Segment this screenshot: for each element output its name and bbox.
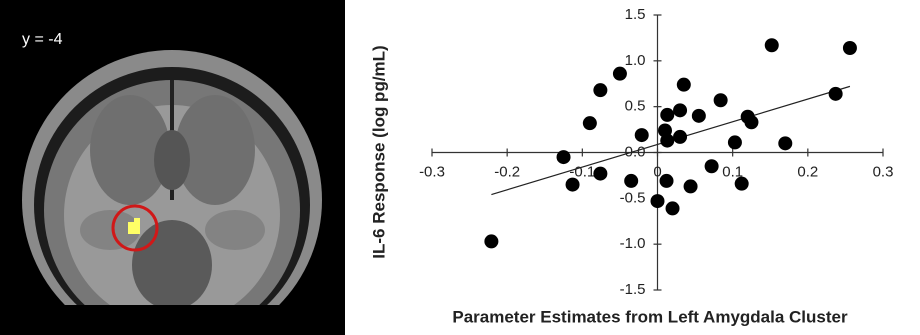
point: [557, 150, 571, 164]
point: [613, 67, 627, 81]
x-tick-label: 0.3: [873, 163, 894, 180]
y-tick-label: 1.5: [625, 6, 646, 23]
image-label: y = -4: [22, 31, 63, 48]
point: [484, 234, 498, 248]
point: [843, 41, 857, 55]
y-tick-label: -0.5: [620, 189, 646, 206]
point: [673, 130, 687, 144]
point: [778, 136, 792, 150]
point: [624, 174, 638, 188]
point: [651, 194, 665, 208]
point: [566, 178, 580, 192]
point: [660, 134, 674, 148]
point: [677, 78, 691, 92]
x-tick-label: -0.3: [419, 163, 445, 180]
point: [660, 174, 674, 188]
x-axis-title: Parameter Estimates from Left Amygdala C…: [452, 307, 848, 326]
y-tick-label: -1.5: [620, 281, 646, 298]
x-tick-label: 0.2: [797, 163, 818, 180]
brain-image: y = -4: [0, 0, 345, 335]
y-tick-label: 0.0: [625, 143, 646, 160]
point: [744, 115, 758, 129]
point: [735, 177, 749, 191]
point: [673, 103, 687, 117]
point: [666, 201, 680, 215]
point: [714, 93, 728, 107]
y-axis-title: IL-6 Response (log pg/mL): [369, 45, 388, 258]
point: [660, 108, 674, 122]
point: [705, 159, 719, 173]
y-tick-label: 0.5: [625, 98, 646, 115]
point: [829, 87, 843, 101]
point: [684, 179, 698, 193]
point: [635, 128, 649, 142]
x-tick-label: -0.2: [494, 163, 520, 180]
figure: y = -4 Parameter Estimates from Left Amy…: [0, 0, 920, 335]
point: [593, 167, 607, 181]
point: [728, 135, 742, 149]
y-tick-label: 1.0: [625, 52, 646, 69]
y-tick-label: -1.0: [620, 235, 646, 252]
point: [765, 38, 779, 52]
point: [593, 83, 607, 97]
point: [583, 116, 597, 130]
point: [692, 109, 706, 123]
